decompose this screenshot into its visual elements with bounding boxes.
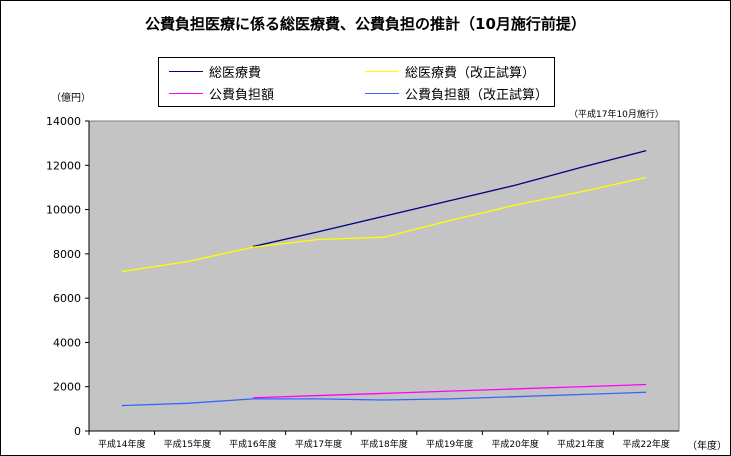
legend-swatch	[365, 93, 399, 94]
y-tick-label: 6000	[53, 292, 81, 305]
y-tick-label: 2000	[53, 381, 81, 394]
x-tick-label: 平成17年度	[295, 438, 342, 450]
x-tick-label: 平成20年度	[491, 438, 538, 450]
legend-swatch	[365, 71, 399, 72]
legend-item: 総医療費	[169, 62, 261, 81]
legend-label: 総医療費（改正試算）	[405, 66, 536, 81]
series-line	[252, 383, 647, 399]
series-line	[121, 391, 647, 407]
y-tick-label: 4000	[53, 336, 81, 349]
series-line	[252, 150, 647, 248]
legend-label: 総医療費	[209, 66, 262, 81]
x-axis-label: （年度）	[687, 441, 727, 452]
chart-note: （平成17年10月施行）	[569, 110, 664, 120]
x-tick-label: 平成15年度	[164, 438, 211, 450]
legend-item: 公費負担額（改正試算）	[365, 84, 548, 103]
y-tick-label: 8000	[53, 248, 81, 261]
legend: 総医療費 総医療費（改正試算） 公費負担額 公費負担額（改正試算）	[158, 57, 555, 107]
x-tick-label: 平成18年度	[360, 438, 407, 450]
y-axis-label: （億円）	[51, 93, 91, 104]
legend-swatch	[169, 71, 203, 72]
x-tick-label: 平成14年度	[98, 438, 145, 450]
chart-title: 公費負担医療に係る総医療費、公費負担の推計（10月施行前提）	[145, 15, 586, 33]
legend-swatch	[169, 93, 203, 94]
legend-item: 総医療費（改正試算）	[365, 62, 535, 81]
x-tick-label: 平成21年度	[557, 438, 604, 450]
legend-label: 公費負担額（改正試算）	[405, 88, 549, 103]
y-tick-label: 10000	[46, 204, 81, 217]
x-tick-label: 平成16年度	[229, 438, 276, 450]
legend-item: 公費負担額	[169, 84, 274, 103]
x-tick-label: 平成19年度	[426, 438, 473, 450]
legend-label: 公費負担額	[209, 88, 275, 103]
plot-background	[88, 120, 680, 432]
series-line	[121, 176, 647, 273]
x-tick-label: 平成22年度	[622, 438, 669, 450]
y-tick-label: 12000	[46, 159, 81, 172]
y-tick-label: 14000	[46, 115, 81, 128]
y-tick-label: 0	[74, 425, 81, 438]
